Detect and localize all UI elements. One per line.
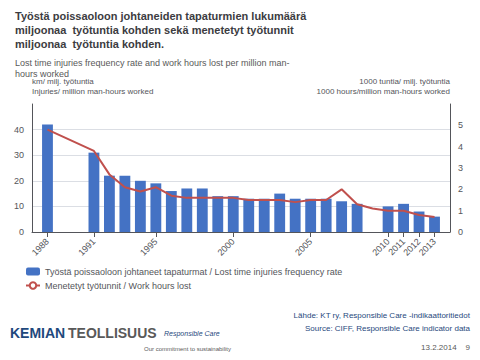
svg-text:KEMIAN: KEMIAN <box>10 325 65 341</box>
svg-text:Lähde: KT ry, Responsible Care: Lähde: KT ry, Responsible Care -indikaat… <box>294 311 471 320</box>
svg-text:Menetetyt työtunnit / Work hou: Menetetyt työtunnit / Work hours lost <box>45 281 191 291</box>
svg-text:1000 tuntia/ milj. työtuntia: 1000 tuntia/ milj. työtuntia <box>359 77 450 86</box>
svg-text:1995: 1995 <box>138 236 159 257</box>
svg-text:km/ milj. työtuntia: km/ milj. työtuntia <box>32 76 94 86</box>
svg-text:1991: 1991 <box>76 236 97 257</box>
svg-text:2010: 2010 <box>370 236 392 258</box>
svg-text:0: 0 <box>19 227 24 237</box>
svg-text:2012: 2012 <box>401 236 423 258</box>
svg-text:TEOLLISUUS: TEOLLISUUS <box>68 325 157 341</box>
svg-text:miljoonaa työtuntia kohden.: miljoonaa työtuntia kohden. <box>15 38 164 50</box>
svg-text:2: 2 <box>458 184 463 194</box>
svg-text:Lost time injuries frequency r: Lost time injuries frequency rate and wo… <box>15 58 290 68</box>
svg-text:hours worked: hours worked <box>15 69 69 79</box>
svg-text:0: 0 <box>458 227 463 237</box>
svg-text:miljoonaa työtuntia kohden se: miljoonaa työtuntia kohden sekä menetety… <box>15 24 294 36</box>
svg-text:2005: 2005 <box>293 236 314 257</box>
svg-text:1000 hours/million man-hours w: 1000 hours/million man-hours worked <box>317 87 450 96</box>
svg-text:4: 4 <box>458 142 463 152</box>
svg-text:2000: 2000 <box>216 236 237 257</box>
svg-text:30: 30 <box>14 150 24 160</box>
svg-text:Source: CIFF, Responsible Care: Source: CIFF, Responsible Care indicator… <box>305 324 471 333</box>
svg-text:13.2.2014 9: 13.2.2014 9 <box>421 343 470 352</box>
svg-text:3: 3 <box>458 163 463 173</box>
svg-text:1: 1 <box>458 206 463 216</box>
svg-text:Injuries/ million man-hours wo: Injuries/ million man-hours worked <box>32 87 153 96</box>
svg-text:20: 20 <box>14 176 24 186</box>
svg-text:2011: 2011 <box>386 236 408 258</box>
svg-text:Työstä poissaoloon johtaneiden: Työstä poissaoloon johtaneiden tapaturmi… <box>15 10 307 22</box>
svg-text:10: 10 <box>14 201 24 211</box>
svg-text:2013: 2013 <box>417 236 438 257</box>
svg-text:Työstä poissaoloon johtaneet t: Työstä poissaoloon johtaneet tapaturmat … <box>45 267 342 277</box>
svg-text:Responsible Care: Responsible Care <box>164 330 220 338</box>
svg-text:5: 5 <box>458 120 463 130</box>
svg-text:40: 40 <box>14 125 24 135</box>
svg-text:1988: 1988 <box>30 236 51 257</box>
svg-text:Our commitment to sustainabili: Our commitment to sustainability <box>144 346 231 352</box>
